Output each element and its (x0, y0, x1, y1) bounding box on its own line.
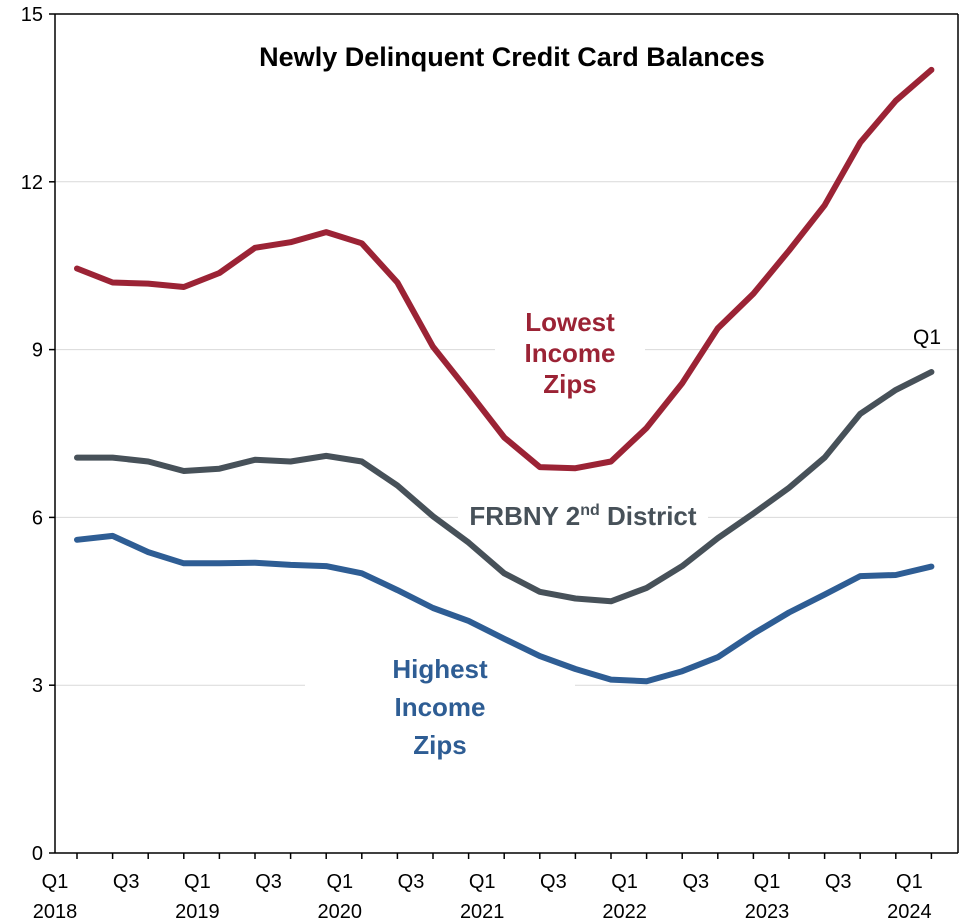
y-tick-label: 3 (32, 675, 43, 697)
x-tick-label: Q1 2023 (745, 871, 790, 923)
x-tick-label: Q3 (825, 871, 852, 893)
y-tick-label: 0 (32, 843, 43, 865)
x-tick-quarter: Q3 (540, 871, 567, 893)
grid-lines (55, 181, 958, 686)
x-tick-label: Q3 (398, 871, 425, 893)
series-label-lowest-income-zips: Lowest Income Zips (524, 307, 615, 399)
x-tick-quarter: Q1 (469, 871, 496, 893)
x-tick-year: 2020 (318, 901, 363, 923)
label-background (458, 492, 708, 537)
x-tick-quarter: Q1 (184, 871, 211, 893)
end-point-label: Q1 (913, 326, 941, 349)
y-tick-label: 6 (32, 507, 43, 529)
x-tick-quarter: Q3 (825, 871, 852, 893)
series-line-highest-income-zips (74, 532, 935, 685)
series-line-frbny-2nd-district (74, 369, 935, 605)
label-background (495, 297, 645, 407)
x-tick-quarter: Q1 (326, 871, 353, 893)
x-tick-label: Q3 (255, 871, 282, 893)
x-tick-label: Q3 (682, 871, 709, 893)
x-tick-quarter: Q3 (398, 871, 425, 893)
label-backgrounds (305, 297, 708, 757)
series-label-highest-income-zips: Highest Income Zips (392, 654, 488, 760)
series-line-lowest-income-zips (74, 66, 935, 472)
x-tick-year: 2022 (602, 901, 647, 923)
x-tick-year: 2021 (460, 901, 505, 923)
x-tick-quarter: Q1 (42, 871, 69, 893)
x-tick-label: Q3 (540, 871, 567, 893)
x-tick-quarter: Q3 (113, 871, 140, 893)
y-tick-label: 15 (21, 4, 43, 26)
x-tick-year: 2019 (175, 901, 220, 923)
series-labels: Lowest Income Zips FRBNY 2nd District Highes… (392, 307, 941, 760)
x-tick-quarter: Q1 (611, 871, 638, 893)
x-tick-label: Q1 2018 (33, 871, 78, 923)
x-tick-quarter: Q1 (754, 871, 781, 893)
series-label-frbny-2nd-district: FRBNY 2nd District (469, 501, 696, 531)
x-tick-label: Q1 2019 (175, 871, 220, 923)
label-background (305, 652, 575, 757)
x-tick-label: Q1 2022 (602, 871, 647, 923)
y-ticks: 0 3 6 9 12 15 (21, 4, 55, 865)
x-tick-label: Q1 2020 (318, 871, 363, 923)
x-tick-label: Q3 (113, 871, 140, 893)
series-lines (74, 66, 935, 685)
axes (54, 13, 959, 854)
y-tick-label: 12 (21, 172, 43, 194)
x-tick-quarter: Q3 (255, 871, 282, 893)
x-tick-year: 2023 (745, 901, 790, 923)
y-tick-label: 9 (32, 340, 43, 362)
x-tick-quarter: Q1 (896, 871, 923, 893)
x-tick-quarter: Q3 (682, 871, 709, 893)
x-ticks: Q1 2018 Q3 Q1 2019 Q3 Q1 2020 Q3 Q1 2021 Q3 Q1 2022 Q3… (33, 853, 933, 923)
chart-title: Newly Delinquent Credit Card Balances (259, 42, 765, 72)
x-tick-year: 2018 (33, 901, 78, 923)
x-tick-year: 2024 (887, 901, 932, 923)
x-tick-label: Q1 2024 (887, 871, 932, 923)
x-tick-label: Q1 2021 (460, 871, 505, 923)
